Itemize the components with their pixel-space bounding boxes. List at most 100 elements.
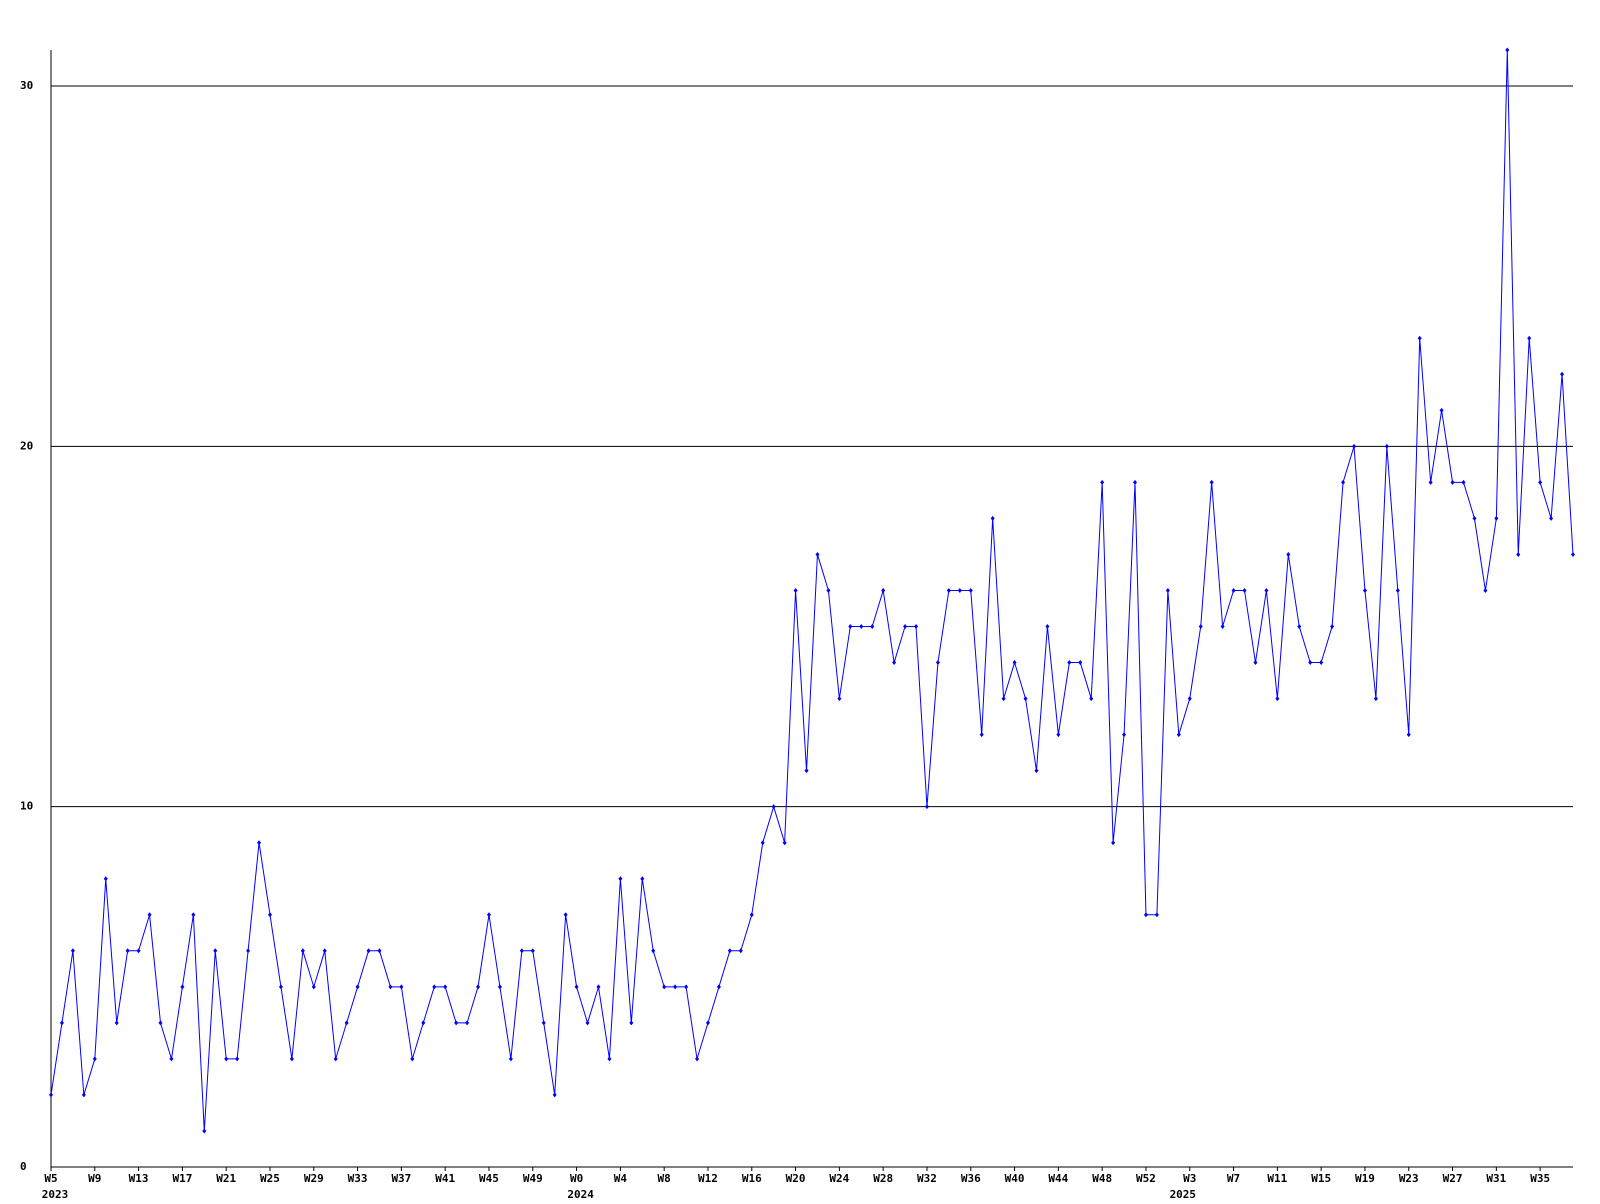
data-point [103,876,108,882]
data-line [50,49,1574,1132]
data-point [1406,732,1411,738]
data-point [1122,732,1127,738]
data-point [804,768,809,774]
x-tick-label: W52 [1136,1172,1156,1185]
data-point [1012,660,1017,666]
data-point [333,1056,338,1062]
data-point [935,660,940,666]
data-point [651,948,656,954]
data-point [727,948,732,954]
data-point [257,840,262,846]
data-point [125,948,130,954]
data-point [1056,732,1061,738]
y-tick-label: 30 [20,79,33,92]
year-label: 2023 [42,1188,69,1200]
data-point [585,1020,590,1026]
data-point [826,587,831,593]
data-point [1154,912,1159,918]
data-point [519,948,524,954]
data-point [673,984,678,990]
data-point [1187,696,1192,702]
data-point [574,984,579,990]
x-tick-label: W19 [1355,1172,1375,1185]
data-point [1472,515,1477,521]
data-point [1319,660,1324,666]
data-point [202,1128,207,1134]
data-point [366,948,371,954]
data-point [1067,660,1072,666]
x-tick-label: W48 [1092,1172,1112,1185]
x-tick-label: W4 [614,1172,628,1185]
x-tick-label: W12 [698,1172,718,1185]
data-point [946,587,951,593]
data-point [1100,479,1105,485]
data-point [114,1020,119,1026]
data-point [158,1020,163,1026]
data-point [957,587,962,593]
data-point [979,732,984,738]
data-point [1023,696,1028,702]
x-tick-label: W16 [742,1172,762,1185]
data-point [1143,912,1148,918]
data-point [662,984,667,990]
x-tick-label: W49 [523,1172,543,1185]
data-point [629,1020,634,1026]
data-point [859,624,864,630]
data-point [1001,696,1006,702]
data-point [388,984,393,990]
data-point [344,1020,349,1026]
x-tick-label: W8 [658,1172,671,1185]
x-tick-label: W37 [391,1172,411,1185]
data-point [541,1020,546,1026]
data-point [1395,587,1400,593]
data-point [355,984,360,990]
data-point [1078,660,1083,666]
data-point [684,984,689,990]
data-point [322,948,327,954]
data-point [399,984,404,990]
data-point [1341,479,1346,485]
data-point [1330,624,1335,630]
data-point [848,624,853,630]
data-point [465,1020,470,1026]
data-point [1483,587,1488,593]
x-tick-label: W45 [479,1172,499,1185]
data-point [300,948,305,954]
x-tick-label: W11 [1267,1172,1287,1185]
data-point [169,1056,174,1062]
data-point [454,1020,459,1026]
data-point [968,587,973,593]
data-point [432,984,437,990]
data-point [235,1056,240,1062]
data-point [903,624,908,630]
data-point [136,948,141,954]
data-point [1275,696,1280,702]
data-point [1242,587,1247,593]
x-tick-label: W33 [348,1172,368,1185]
x-tick-label: W41 [435,1172,455,1185]
data-point [1308,660,1313,666]
data-point [760,840,765,846]
data-point [1439,407,1444,413]
x-tick-label: W23 [1399,1172,1419,1185]
data-point [1133,479,1138,485]
data-point [59,1020,64,1026]
data-point [782,840,787,846]
data-point [705,1020,710,1026]
data-point [443,984,448,990]
data-point [815,551,820,557]
y-tick-label: 10 [20,800,33,813]
data-point [914,624,919,630]
data-point [1505,47,1510,53]
data-point [1209,479,1214,485]
x-tick-label: W28 [873,1172,893,1185]
x-tick-label: W3 [1183,1172,1196,1185]
data-point [311,984,316,990]
data-point [1111,840,1116,846]
y-tick-label: 20 [20,439,33,452]
data-point [1494,515,1499,521]
data-point [410,1056,415,1062]
x-tick-label: W31 [1486,1172,1506,1185]
data-point [596,984,601,990]
x-tick-label: W24 [829,1172,849,1185]
